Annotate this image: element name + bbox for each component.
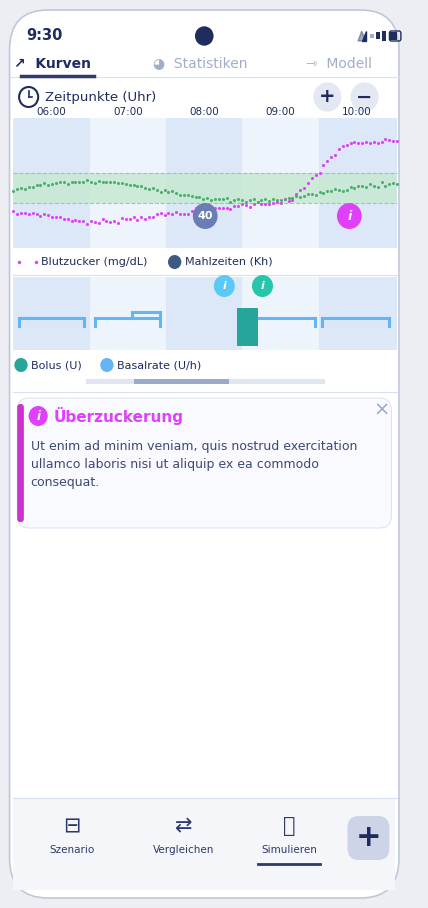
Text: Vergleichen: Vergleichen [152, 845, 214, 855]
FancyBboxPatch shape [9, 10, 399, 898]
Circle shape [196, 27, 213, 45]
Polygon shape [358, 31, 366, 41]
Bar [319, 118, 397, 248]
Bar [90, 118, 166, 248]
Circle shape [100, 358, 113, 372]
Text: 10:00: 10:00 [342, 107, 372, 117]
Text: 9:30: 9:30 [27, 28, 63, 44]
Bar [237, 308, 258, 346]
Bar [370, 34, 374, 38]
Text: ◕  Statistiken: ◕ Statistiken [153, 57, 248, 71]
Bar [13, 277, 90, 350]
Bar [382, 31, 386, 41]
Text: +: + [356, 824, 381, 853]
Text: +: + [319, 87, 336, 106]
Text: Basalrate (U/h): Basalrate (U/h) [117, 360, 202, 370]
Text: ⇄: ⇄ [175, 816, 192, 836]
Text: ullamco laboris nisi ut aliquip ex ea commodo: ullamco laboris nisi ut aliquip ex ea co… [30, 458, 318, 471]
Text: i: i [223, 281, 226, 291]
Bar [13, 118, 90, 248]
Bar [376, 32, 380, 39]
Circle shape [314, 83, 341, 111]
Bar [390, 32, 397, 40]
Circle shape [168, 255, 181, 269]
Text: Zeitpunkte (Uhr): Zeitpunkte (Uhr) [45, 91, 156, 104]
FancyBboxPatch shape [348, 816, 389, 860]
Circle shape [351, 83, 378, 111]
Text: consequat.: consequat. [30, 476, 100, 489]
Text: Blutzucker (mg/dL): Blutzucker (mg/dL) [41, 257, 147, 267]
Text: ×: × [374, 400, 390, 419]
Bar [242, 277, 319, 350]
Circle shape [14, 358, 28, 372]
Text: Mahlzeiten (Kh): Mahlzeiten (Kh) [185, 257, 273, 267]
Text: 07:00: 07:00 [113, 107, 143, 117]
Text: Simulieren: Simulieren [261, 845, 317, 855]
Text: ⊟: ⊟ [63, 816, 80, 836]
Bar [134, 379, 229, 384]
Bar [13, 798, 395, 890]
Text: 06:00: 06:00 [37, 107, 66, 117]
Text: ⤢: ⤢ [283, 816, 295, 836]
Text: Szenario: Szenario [49, 845, 94, 855]
Text: Bolus (U): Bolus (U) [32, 360, 82, 370]
Circle shape [252, 275, 273, 297]
Bar [166, 277, 242, 350]
Bar [242, 118, 319, 248]
Text: ↗  Kurven: ↗ Kurven [14, 57, 91, 71]
Bar [166, 118, 242, 248]
Text: i: i [347, 210, 351, 222]
FancyBboxPatch shape [17, 398, 391, 528]
Text: Überzuckerung: Überzuckerung [54, 407, 184, 425]
FancyBboxPatch shape [17, 404, 24, 522]
Text: ⇾  Modell: ⇾ Modell [306, 57, 372, 71]
Circle shape [193, 203, 217, 229]
Bar [90, 277, 166, 350]
Circle shape [337, 203, 362, 229]
Circle shape [214, 275, 235, 297]
Bar [319, 277, 397, 350]
Polygon shape [362, 31, 366, 41]
Bar [86, 379, 324, 384]
Text: −: − [357, 87, 373, 106]
Text: 09:00: 09:00 [266, 107, 295, 117]
Text: 08:00: 08:00 [189, 107, 219, 117]
Bar [13, 173, 397, 203]
Text: 40: 40 [197, 211, 213, 221]
Text: i: i [36, 410, 40, 422]
Circle shape [29, 406, 48, 426]
Text: i: i [261, 281, 265, 291]
Text: Ut enim ad minim veniam, quis nostrud exercitation: Ut enim ad minim veniam, quis nostrud ex… [30, 440, 357, 453]
